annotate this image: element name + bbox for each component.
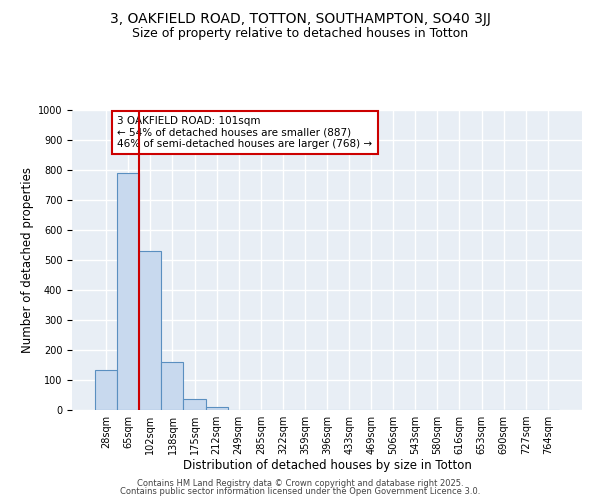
Text: Size of property relative to detached houses in Totton: Size of property relative to detached ho… <box>132 28 468 40</box>
Text: Contains HM Land Registry data © Crown copyright and database right 2025.: Contains HM Land Registry data © Crown c… <box>137 478 463 488</box>
Bar <box>139 251 161 410</box>
Bar <box>184 399 206 410</box>
X-axis label: Distribution of detached houses by size in Totton: Distribution of detached houses by size … <box>182 458 472 471</box>
Bar <box>117 173 139 410</box>
Text: Contains public sector information licensed under the Open Government Licence 3.: Contains public sector information licen… <box>120 487 480 496</box>
Bar <box>206 407 227 410</box>
Bar <box>161 362 184 410</box>
Bar <box>95 370 117 410</box>
Text: 3 OAKFIELD ROAD: 101sqm
← 54% of detached houses are smaller (887)
46% of semi-d: 3 OAKFIELD ROAD: 101sqm ← 54% of detache… <box>117 116 373 149</box>
Y-axis label: Number of detached properties: Number of detached properties <box>20 167 34 353</box>
Text: 3, OAKFIELD ROAD, TOTTON, SOUTHAMPTON, SO40 3JJ: 3, OAKFIELD ROAD, TOTTON, SOUTHAMPTON, S… <box>110 12 490 26</box>
